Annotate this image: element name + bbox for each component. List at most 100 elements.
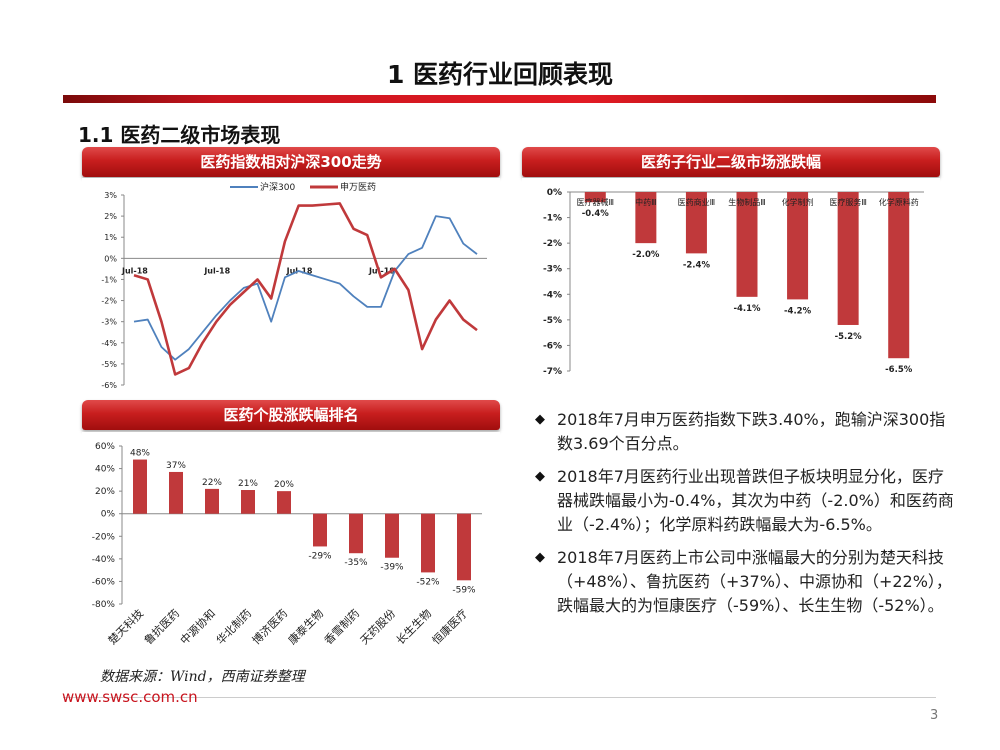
y-tick-label: -6% bbox=[543, 341, 562, 351]
y-tick-label: -5% bbox=[543, 316, 562, 326]
bar-天药股份 bbox=[385, 513, 399, 558]
bar-化学制剂 bbox=[787, 192, 809, 300]
y-tick-label: 20% bbox=[95, 487, 115, 497]
bullet-list: ◆ 2018年7月申万医药指数下跌3.40%，跑输沪深300指数3.69个百分点… bbox=[535, 408, 955, 627]
sub-industry-svg: 0% -1% -2% -3% -4% -5% -6% -7% 医疗器械Ⅲ -0.4% 中药Ⅲ -2.0… bbox=[543, 188, 924, 377]
bullet-item: ◆ 2018年7月医药上市公司中涨幅最大的分别为楚天科技（+48%）、鲁抗医药（… bbox=[535, 546, 955, 618]
bar-中源协和 bbox=[205, 488, 219, 514]
y-tick-label: 0% bbox=[104, 254, 117, 263]
category-label: 中源协和 bbox=[177, 606, 218, 647]
bar-中药Ⅲ bbox=[635, 192, 657, 244]
category-label: 华北制药 bbox=[213, 606, 254, 647]
page-title: 1 医药行业回顾表现 bbox=[386, 60, 614, 89]
category-label: 化学制剂 bbox=[782, 197, 814, 207]
y-tick-label: -3% bbox=[101, 318, 117, 327]
bar-医疗服务Ⅲ bbox=[837, 192, 859, 325]
y-tick-label: -7% bbox=[543, 367, 562, 377]
x-tick-label: Jul-18 bbox=[368, 266, 395, 275]
bar-生物制品Ⅲ bbox=[736, 192, 758, 297]
y-tick-label: 2% bbox=[104, 212, 117, 221]
data-label: -2.4% bbox=[683, 260, 711, 270]
category-label: 博济医药 bbox=[249, 606, 290, 647]
category-label: 化学原料药 bbox=[879, 197, 919, 207]
diamond-icon: ◆ bbox=[535, 412, 545, 427]
y-tick-label: -4% bbox=[101, 339, 117, 348]
data-label: -4.1% bbox=[733, 304, 761, 314]
data-label: -35% bbox=[344, 558, 368, 568]
bullet-text: 2018年7月医药上市公司中涨幅最大的分别为楚天科技（+48%）、鲁抗医药（+3… bbox=[557, 548, 952, 615]
data-source-note: 数据来源：Wind，西南证券整理 bbox=[100, 669, 305, 685]
title-underline-bar bbox=[63, 95, 936, 103]
x-tick-label: Jul-18 bbox=[203, 266, 230, 275]
category-label: 长生生物 bbox=[393, 606, 434, 647]
category-label: 生物制品Ⅲ bbox=[728, 197, 766, 207]
y-tick-label: -5% bbox=[101, 360, 117, 369]
bullet-text: 2018年7月医药行业出现普跌但子板块明显分化，医疗器械跌幅最小为-0.4%，其… bbox=[557, 467, 954, 534]
data-label: -5.2% bbox=[835, 332, 863, 342]
y-tick-label: -2% bbox=[101, 297, 117, 306]
y-tick-label: -40% bbox=[92, 555, 116, 565]
bar-康泰生物 bbox=[313, 513, 327, 547]
data-label: -6.5% bbox=[885, 365, 913, 375]
y-tick-label: 0% bbox=[547, 188, 562, 198]
sub-industry-chart: 0% -1% -2% -3% -4% -5% -6% -7% 医疗器械Ⅲ -0.4% 中药Ⅲ -2.0… bbox=[522, 178, 940, 378]
diamond-icon: ◆ bbox=[535, 550, 545, 565]
y-tick-label: 0% bbox=[101, 510, 116, 520]
y-tick-label: -3% bbox=[543, 265, 562, 275]
data-label: 48% bbox=[130, 449, 150, 459]
y-tick-label: -2% bbox=[543, 239, 562, 249]
data-label: -0.4% bbox=[582, 209, 610, 219]
bullet-item: ◆ 2018年7月申万医药指数下跌3.40%，跑输沪深300指数3.69个百分点… bbox=[535, 408, 955, 456]
diamond-icon: ◆ bbox=[535, 469, 545, 484]
data-label: 21% bbox=[238, 479, 258, 489]
data-label: 37% bbox=[166, 461, 186, 471]
category-label: 鲁抗医药 bbox=[141, 606, 182, 647]
category-label: 香雪制药 bbox=[322, 607, 362, 647]
series-line-hs300 bbox=[133, 215, 478, 361]
index-trend-svg: 3% 2% 1% 0% -1% -2% -3% -4% -5% -6% Jul-18 Jul-18 Ju… bbox=[101, 181, 487, 390]
bar-医药商业Ⅲ bbox=[685, 192, 707, 254]
bullet-item: ◆ 2018年7月医药行业出现普跌但子板块明显分化，医疗器械跌幅最小为-0.4%… bbox=[535, 465, 955, 537]
banner-index-trend: 医药指数相对沪深300走势 bbox=[82, 147, 500, 177]
y-tick-label: 60% bbox=[95, 442, 115, 452]
y-tick-label: -1% bbox=[101, 275, 117, 284]
category-label: 康泰生物 bbox=[285, 606, 326, 647]
bar-华北制药 bbox=[241, 490, 255, 514]
y-tick-label: -80% bbox=[92, 600, 116, 610]
section-title: 1.1 医药二级市场表现 bbox=[78, 123, 281, 147]
data-label: -39% bbox=[380, 563, 404, 573]
bar-恒康医疗 bbox=[457, 513, 471, 581]
stock-rank-chart: 60% 40% 20% 0% -20% -40% -60% -80% 48% 楚天科技 37% 鲁抗医… bbox=[82, 432, 500, 668]
footer-divider bbox=[63, 697, 936, 698]
banner-stock-rank: 医药个股涨跌幅排名 bbox=[82, 400, 500, 430]
data-label: -4.2% bbox=[784, 306, 812, 316]
page-number: 3 bbox=[930, 708, 939, 723]
data-label: 20% bbox=[274, 480, 294, 490]
data-label: -29% bbox=[308, 551, 332, 561]
bar-鲁抗医药 bbox=[169, 471, 183, 514]
bar-化学原料药 bbox=[888, 192, 910, 359]
data-label: 22% bbox=[202, 478, 222, 488]
website-link[interactable]: www.swsc.com.cn bbox=[62, 688, 198, 706]
bar-长生生物 bbox=[421, 513, 435, 573]
index-trend-chart: 3% 2% 1% 0% -1% -2% -3% -4% -5% -6% Jul-18 Jul-18 Ju… bbox=[82, 178, 500, 396]
bar-楚天科技 bbox=[133, 459, 147, 514]
category-label: 医药商业Ⅲ bbox=[678, 197, 716, 207]
y-tick-label: -20% bbox=[92, 532, 116, 542]
bar-香雪制药 bbox=[349, 513, 363, 554]
bar-博济医药 bbox=[277, 491, 291, 514]
y-tick-label: 3% bbox=[104, 191, 117, 200]
y-tick-label: 1% bbox=[104, 233, 117, 242]
banner-sub-industry: 医药子行业二级市场涨跌幅 bbox=[522, 147, 940, 177]
legend-label: 申万医药 bbox=[340, 181, 376, 193]
category-label: 天药股份 bbox=[358, 607, 398, 647]
series-line-sw-pharma bbox=[133, 202, 478, 376]
category-label: 中药Ⅲ bbox=[635, 197, 657, 207]
category-label: 恒康医疗 bbox=[429, 606, 470, 647]
legend-label: 沪深300 bbox=[260, 181, 295, 193]
y-tick-label: -1% bbox=[543, 214, 562, 224]
category-label: 医疗器械Ⅲ bbox=[577, 197, 615, 207]
bar-医疗器械Ⅲ bbox=[584, 192, 606, 203]
y-tick-label: -4% bbox=[543, 290, 562, 300]
x-tick-label: Jul-18 bbox=[121, 266, 148, 275]
